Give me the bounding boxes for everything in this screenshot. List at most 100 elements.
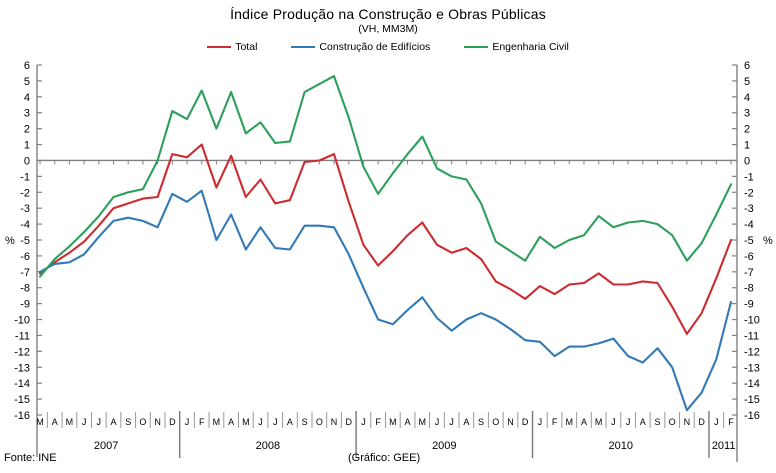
svg-text:S: S [302, 417, 308, 427]
svg-text:J: J [258, 417, 263, 427]
svg-text:A: A [581, 417, 587, 427]
svg-text:2: 2 [24, 124, 30, 136]
svg-text:O: O [492, 417, 499, 427]
svg-text:J: J [185, 417, 190, 427]
svg-text:%: % [5, 235, 15, 247]
y-axis-unit-left: % [5, 235, 15, 247]
svg-text:1: 1 [744, 140, 750, 152]
legend-label-engenharia-civil: Engenharia Civil [492, 41, 569, 53]
svg-text:-2: -2 [744, 187, 754, 199]
svg-text:M: M [595, 417, 603, 427]
svg-text:-15: -15 [744, 394, 760, 406]
svg-text:M: M [389, 417, 397, 427]
svg-text:-6: -6 [744, 251, 754, 263]
svg-text:0: 0 [24, 155, 30, 167]
credit-note: (Gráfico: GEE) [348, 452, 421, 464]
svg-text:-12: -12 [14, 346, 30, 358]
svg-text:-4: -4 [20, 219, 30, 231]
svg-text:N: N [507, 417, 514, 427]
svg-text:S: S [125, 417, 131, 427]
svg-text:D: D [345, 417, 352, 427]
svg-text:-13: -13 [14, 362, 30, 374]
svg-text:-3: -3 [744, 203, 754, 215]
svg-text:5: 5 [24, 76, 30, 88]
svg-text:J: J [82, 417, 87, 427]
svg-text:J: J [273, 417, 278, 427]
svg-text:-10: -10 [744, 315, 760, 327]
svg-text:%: % [763, 235, 773, 247]
svg-text:-8: -8 [744, 283, 754, 295]
svg-text:-11: -11 [744, 330, 759, 342]
svg-text:-5: -5 [20, 235, 30, 247]
svg-text:3: 3 [24, 108, 30, 120]
y-axis-ticks-labels: 6 6 5 5 4 4 3 3 2 2 1 1 0 0 -1 -1 -2 -2 -3 -3 -4 -4 -5 -5 -6 -6 -7… [14, 60, 760, 422]
svg-text:A: A [463, 417, 469, 427]
svg-text:J: J [714, 417, 719, 427]
chart-legend: Total Construção de Edifícios Engenharia… [0, 41, 776, 53]
svg-text:-15: -15 [14, 394, 30, 406]
svg-text:A: A [52, 417, 58, 427]
svg-text:N: N [684, 417, 691, 427]
svg-text:J: J [538, 417, 543, 427]
series-line-total [38, 143, 733, 335]
svg-text:O: O [139, 417, 146, 427]
source-note: Fonte: INE [4, 452, 57, 464]
series-line-constru-o-de-edif-cios [38, 189, 733, 412]
svg-text:O: O [316, 417, 323, 427]
svg-text:-13: -13 [744, 362, 760, 374]
svg-text:A: A [287, 417, 293, 427]
svg-text:-16: -16 [14, 410, 30, 422]
svg-text:4: 4 [24, 92, 30, 104]
svg-text:S: S [478, 417, 484, 427]
svg-text:N: N [331, 417, 338, 427]
svg-text:6: 6 [24, 60, 30, 72]
svg-text:J: J [361, 417, 366, 427]
svg-text:-6: -6 [20, 251, 30, 263]
svg-text:J: J [611, 417, 616, 427]
legend-item-total: Total [207, 41, 257, 53]
svg-text:-12: -12 [744, 346, 760, 358]
svg-text:2011: 2011 [712, 440, 736, 452]
legend-label-construcao-edificios: Construção de Edifícios [319, 41, 431, 53]
svg-text:-3: -3 [20, 203, 30, 215]
legend-item-engenharia-civil: Engenharia Civil [464, 41, 569, 53]
svg-text:2010: 2010 [608, 440, 632, 452]
svg-text:2008: 2008 [256, 440, 280, 452]
svg-text:5: 5 [744, 76, 750, 88]
legend-line-swatch-engenharia-civil [464, 46, 489, 48]
svg-text:F: F [375, 417, 381, 427]
chart-subtitle: (VH, MM3M) [358, 23, 418, 35]
svg-text:1: 1 [24, 140, 30, 152]
legend-item-construcao-edificios: Construção de Edifícios [291, 41, 430, 53]
svg-text:-14: -14 [14, 378, 30, 390]
svg-text:A: A [228, 417, 234, 427]
svg-text:M: M [419, 417, 427, 427]
svg-text:0: 0 [744, 155, 750, 167]
svg-text:-9: -9 [744, 299, 754, 311]
svg-text:-1: -1 [744, 171, 754, 183]
x-axis-year-labels: 2007 2008 2009 2010 2011 [94, 440, 736, 452]
svg-text:S: S [654, 417, 660, 427]
svg-text:3: 3 [744, 108, 750, 120]
svg-text:-7: -7 [744, 267, 754, 279]
svg-text:2007: 2007 [94, 440, 118, 452]
svg-text:-10: -10 [14, 315, 30, 327]
svg-text:M: M [242, 417, 250, 427]
svg-text:-14: -14 [744, 378, 760, 390]
y-axis-unit-right: % [763, 235, 773, 247]
svg-text:A: A [111, 417, 117, 427]
svg-text:J: J [626, 417, 631, 427]
svg-text:F: F [199, 417, 205, 427]
axes [36, 65, 738, 462]
svg-text:-5: -5 [744, 235, 754, 247]
svg-text:-9: -9 [20, 299, 30, 311]
chart-title: Índice Produção na Construção e Obras Pú… [230, 6, 546, 22]
svg-text:M: M [36, 417, 44, 427]
svg-text:6: 6 [744, 60, 750, 72]
svg-text:-7: -7 [20, 267, 30, 279]
svg-text:A: A [405, 417, 411, 427]
svg-text:A: A [640, 417, 646, 427]
